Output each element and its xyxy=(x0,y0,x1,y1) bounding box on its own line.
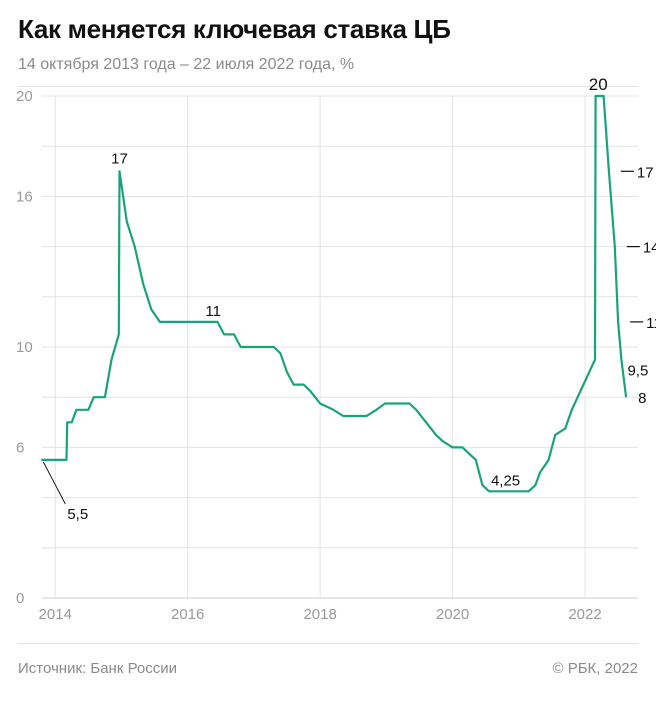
x-tick-label: 2018 xyxy=(303,606,336,623)
series-line xyxy=(41,94,628,493)
annotation-label: 5,5 xyxy=(67,506,88,523)
grid xyxy=(42,95,638,599)
footer-divider xyxy=(18,643,638,644)
annotation-label: 11 xyxy=(646,315,656,332)
annotation-label: 9,5 xyxy=(627,363,648,380)
y-axis-ticks: 0 6 10 16 20 xyxy=(16,88,33,607)
y-tick-label: 20 xyxy=(16,88,33,105)
annotation-label: 20 xyxy=(589,75,608,94)
chart-subtitle: 14 октября 2013 года – 22 июля 2022 года… xyxy=(18,56,355,73)
annotations-layer: 5,5 17 11 4,25 20 17 14 11 9,5 8 xyxy=(42,75,656,523)
x-tick-label: 2016 xyxy=(171,606,204,623)
annotation-label: 8 xyxy=(638,390,646,407)
y-tick-label: 6 xyxy=(16,439,24,456)
series-layer xyxy=(41,94,628,493)
x-tick-label: 2022 xyxy=(568,606,601,623)
copyright-note: © РБК, 2022 xyxy=(552,660,638,677)
x-axis-ticks: 2014 2016 2018 2020 2022 xyxy=(39,606,602,623)
annotation-label: 17 xyxy=(111,150,128,167)
y-tick-label: 16 xyxy=(16,188,33,205)
annotation-label: 11 xyxy=(205,303,221,320)
x-tick-label: 2014 xyxy=(39,606,72,623)
chart-title: Как меняется ключевая ставка ЦБ xyxy=(18,14,451,44)
x-tick-label: 2020 xyxy=(436,606,469,623)
header-divider xyxy=(18,86,638,87)
annotation-label: 17 xyxy=(637,164,654,181)
y-tick-label: 10 xyxy=(16,339,33,356)
annotation-label: 4,25 xyxy=(491,472,520,489)
source-note: Источник: Банк России xyxy=(18,660,178,677)
annotation-leader xyxy=(42,461,66,505)
annotation-label: 14 xyxy=(643,240,656,257)
y-tick-label: 0 xyxy=(16,590,24,607)
